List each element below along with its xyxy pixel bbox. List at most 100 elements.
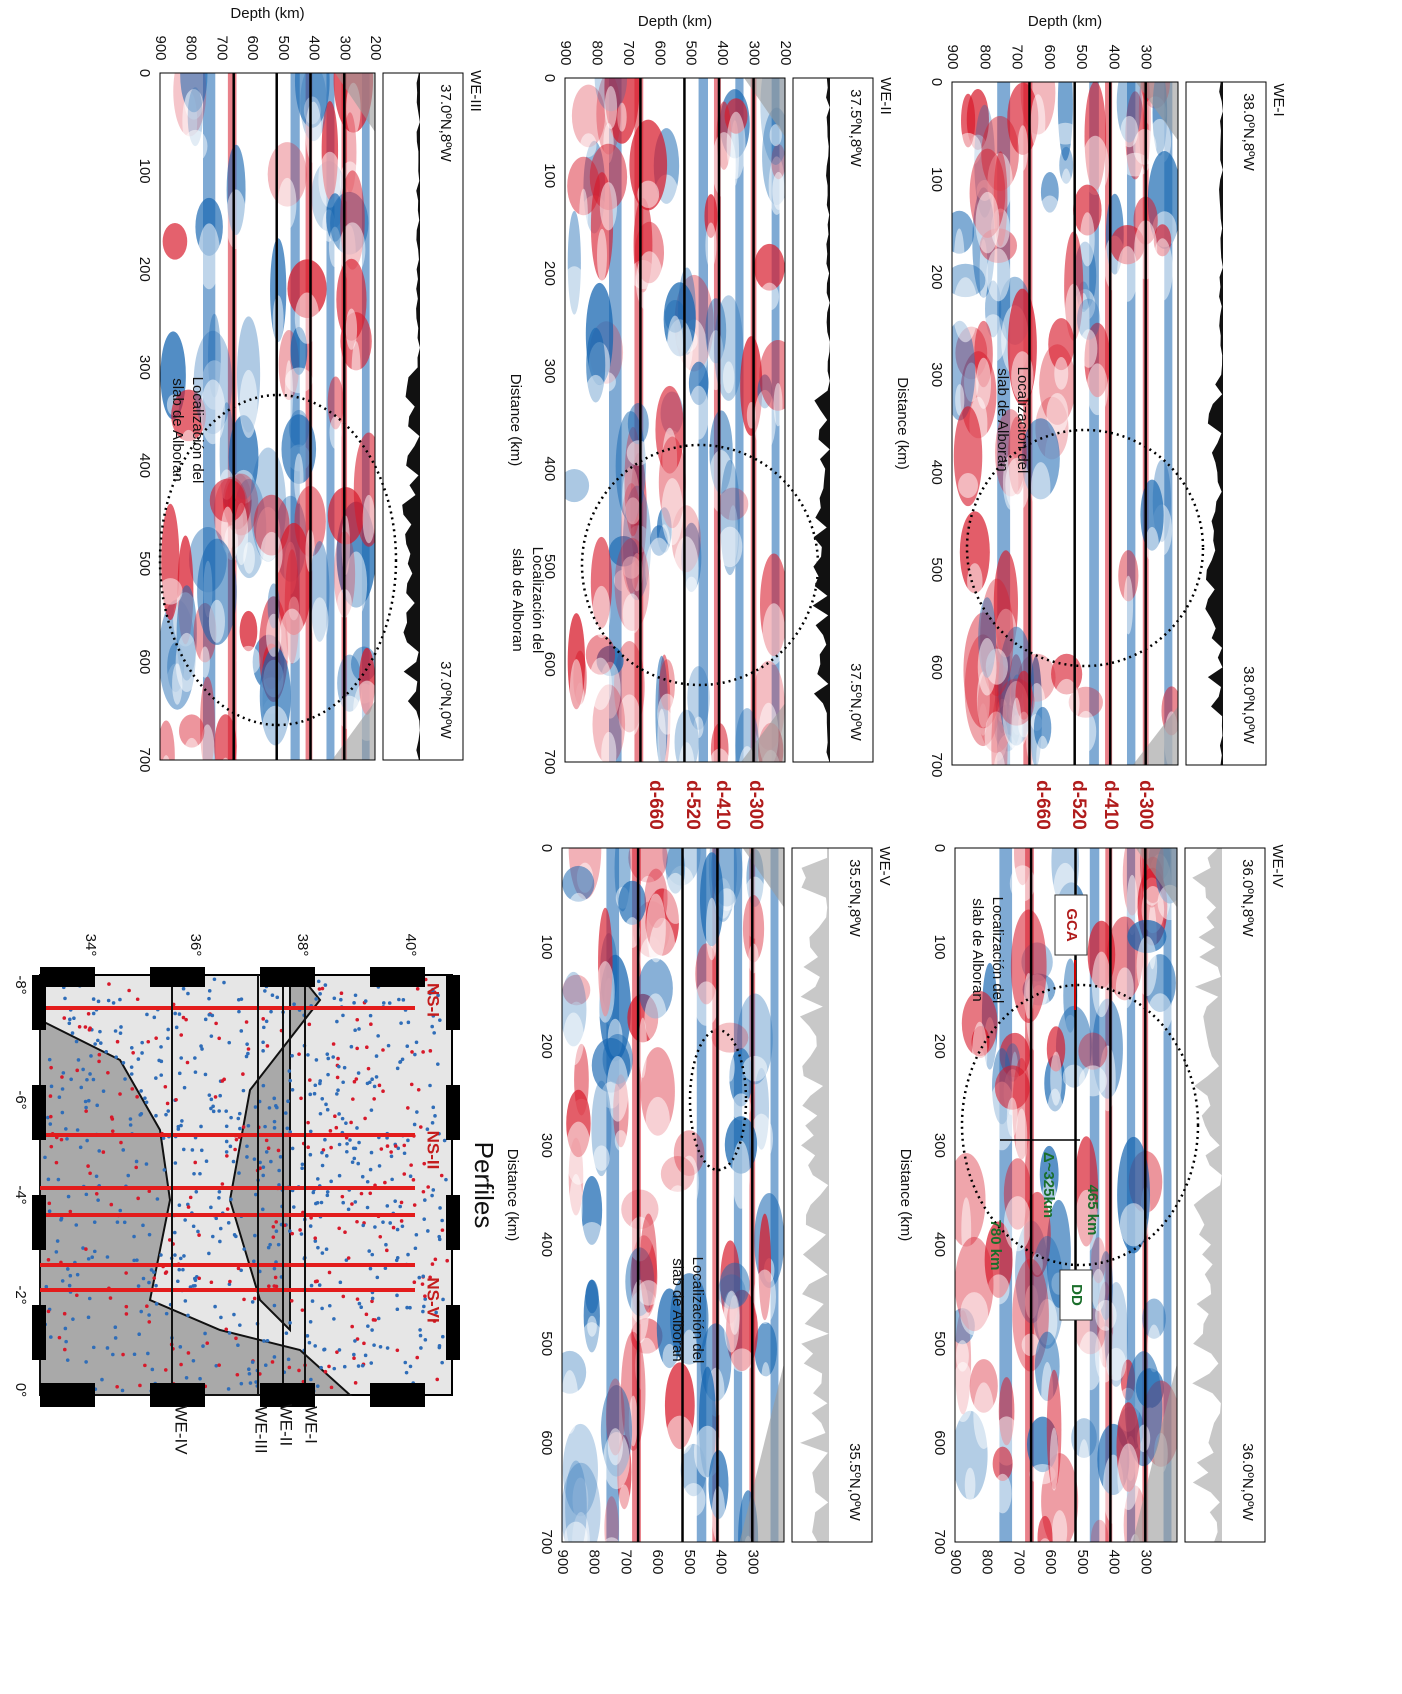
event-dot (422, 1161, 427, 1166)
event-dot (433, 1257, 438, 1262)
event-dot (381, 1048, 385, 1052)
event-dot (239, 1029, 244, 1033)
event-dot (381, 1220, 385, 1224)
event-dot (68, 1273, 73, 1278)
event-dot (236, 1116, 241, 1121)
event-dot (400, 1057, 405, 1062)
event-dot (84, 1192, 89, 1197)
blob (1037, 195, 1063, 248)
event-dot (387, 1001, 392, 1005)
event-dot (422, 1217, 427, 1221)
blob (178, 714, 205, 748)
depth-tick-label: 400 (1105, 44, 1122, 69)
event-dot (241, 1088, 246, 1093)
event-dot (390, 1177, 394, 1182)
event-dot (356, 1161, 361, 1166)
ns-label: NS-I (424, 983, 443, 1017)
event-dot (325, 1193, 330, 1198)
event-dot (227, 1282, 232, 1287)
band (1023, 82, 1033, 765)
event-dot (423, 1297, 428, 1301)
masked-zone (1135, 848, 1177, 908)
event-dot (288, 1130, 293, 1134)
band (634, 78, 644, 762)
event-dot (316, 1245, 320, 1250)
depth-tick-label: 800 (586, 1549, 603, 1574)
event-dot (416, 1087, 421, 1092)
event-dot (350, 1160, 355, 1165)
lon-label: -8° (12, 975, 29, 994)
event-dot (199, 1124, 203, 1129)
depth-tick-label: 400 (714, 40, 731, 65)
event-dot (262, 1025, 266, 1030)
event-dot (325, 1052, 330, 1056)
event-dot (167, 1238, 172, 1242)
event-dot (337, 1142, 342, 1147)
event-dot (141, 1276, 146, 1281)
event-dot (66, 1194, 71, 1199)
distance-tick-label: 100 (538, 935, 555, 960)
event-dot (418, 1333, 423, 1338)
blob (305, 101, 322, 164)
event-dot (245, 1155, 249, 1159)
blob (221, 506, 235, 554)
event-dot (432, 1031, 436, 1035)
event-dot (308, 1129, 313, 1134)
event-dot (96, 999, 101, 1004)
blob (618, 694, 641, 738)
distance-tick-label: 100 (931, 935, 948, 960)
event-dot (118, 997, 122, 1002)
event-dot (366, 1066, 371, 1071)
blob (1052, 122, 1079, 145)
distance-tick-label: 500 (541, 554, 558, 579)
blob (579, 188, 588, 242)
plot-area (955, 848, 1177, 1542)
depth-tick-label: 200 (777, 40, 794, 65)
event-dot (97, 1052, 102, 1057)
event-dot (324, 1154, 329, 1158)
event-dot (320, 1251, 325, 1255)
blob (726, 111, 746, 179)
blob (279, 608, 305, 664)
event-dot (93, 1042, 97, 1046)
plot-area (562, 848, 784, 1542)
depth-axis-title: Depth (km) (1028, 13, 1102, 30)
blob (562, 974, 591, 1006)
event-dot (79, 1085, 84, 1090)
distance-tick-label: 700 (541, 749, 558, 774)
event-dot (101, 1089, 106, 1093)
distance-tick-label: 100 (928, 167, 945, 192)
event-dot (439, 1173, 444, 1178)
event-dot (381, 1001, 386, 1005)
event-dot (147, 1232, 152, 1237)
event-dot (297, 1052, 301, 1056)
event-dot (98, 1041, 103, 1045)
blob (992, 1446, 1013, 1482)
depth-tick-label: 600 (244, 35, 261, 60)
event-dot (323, 1369, 328, 1374)
event-dot (106, 998, 111, 1003)
blob (1048, 318, 1075, 371)
event-dot (352, 1356, 356, 1361)
event-dot (91, 1077, 96, 1082)
event-dot (60, 1075, 64, 1079)
event-dot (132, 1258, 136, 1263)
event-dot (431, 1014, 436, 1018)
blob (667, 1185, 688, 1223)
event-dot (144, 1162, 149, 1166)
event-dot (394, 1258, 399, 1263)
event-dot (365, 1179, 370, 1184)
event-dot (234, 1336, 238, 1341)
blob (1040, 1538, 1051, 1542)
blob (952, 277, 979, 343)
blob (722, 361, 735, 394)
event-dot (163, 1368, 168, 1372)
event-dot (85, 1138, 89, 1143)
event-dot (49, 1065, 53, 1070)
event-dot (264, 1150, 269, 1154)
event-dot (226, 1221, 231, 1225)
event-dot (258, 1160, 262, 1165)
event-dot (75, 1068, 80, 1073)
depth-tick-label: 700 (213, 35, 230, 60)
distance-tick-label: 0 (538, 844, 555, 852)
